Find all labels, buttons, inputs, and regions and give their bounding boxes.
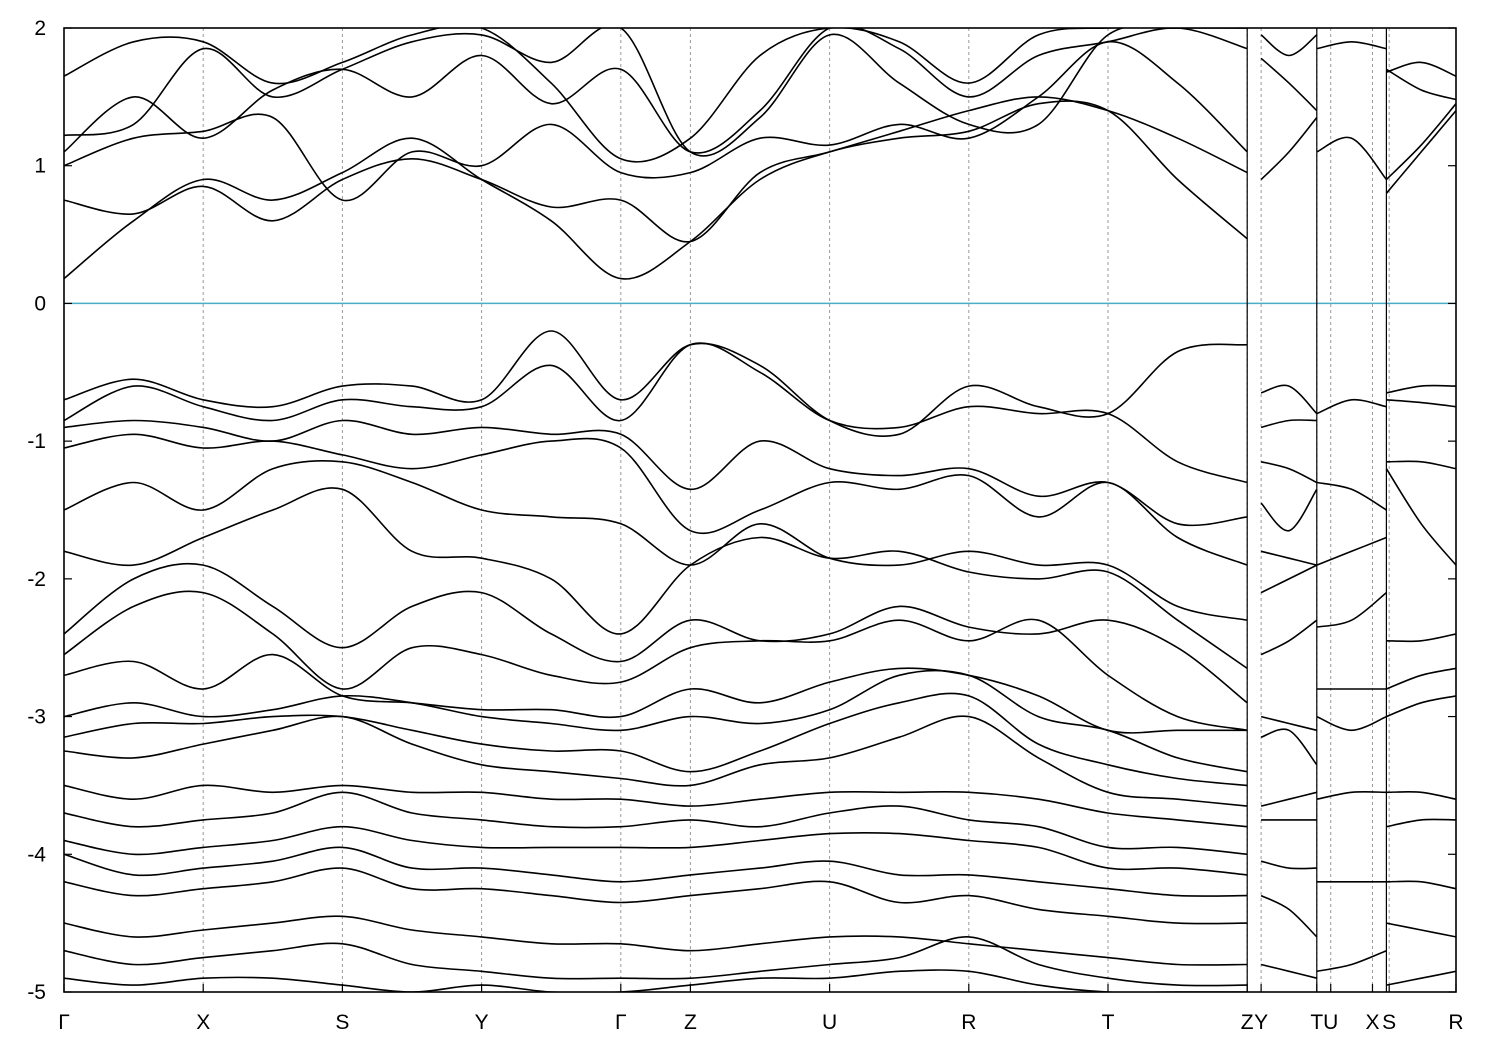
conduction-band-12	[1385, 103, 1456, 181]
x-tick-label: U	[1323, 1011, 1338, 1034]
conduction-band-10	[1316, 41, 1387, 50]
x-tick-label: X	[1365, 1011, 1379, 1034]
conduction-band-3	[64, 28, 1248, 154]
x-tick-label: S	[335, 1011, 349, 1034]
valence-band-53	[1386, 922, 1456, 938]
valence-band-34	[1316, 398, 1387, 415]
y-tick-label: 1	[34, 155, 46, 178]
valence-band-17	[64, 915, 1248, 966]
x-tick-label: Γ	[58, 1011, 70, 1034]
x-tick-label: Z	[684, 1011, 697, 1034]
valence-band-15	[64, 846, 1248, 897]
valence-band-44	[1386, 399, 1456, 408]
y-axis-ticks: -5 -4 -3 -2 -1 0 1 2	[27, 17, 1456, 1004]
valence-band-3	[64, 433, 1248, 566]
valence-band-24	[1260, 550, 1318, 566]
x-tick-label: Γ	[615, 1011, 627, 1034]
valence-band-21	[1260, 419, 1317, 429]
x-tick-label: R	[1448, 1011, 1463, 1034]
plot-frame	[63, 27, 1457, 993]
x-tick-label: S	[1382, 1011, 1396, 1034]
x-tick-label: T	[1310, 1011, 1323, 1034]
valence-band-49	[1386, 695, 1456, 718]
valence-band-31	[1260, 860, 1317, 870]
conduction-band-8	[1260, 34, 1318, 57]
x-tick-label: U	[822, 1011, 837, 1034]
path-discontinuities	[1246, 28, 1388, 992]
valence-band-50	[1386, 791, 1456, 800]
valence-band-18	[64, 936, 1248, 987]
conduction-band-11	[1385, 110, 1456, 194]
valence-band-47	[1386, 633, 1456, 643]
valence-band-35	[1316, 481, 1387, 511]
valence-band-51	[1386, 818, 1456, 828]
valence-band-39	[1316, 715, 1387, 732]
conduction-band-14	[1386, 61, 1456, 77]
valence-band-8	[64, 653, 1248, 734]
valence-band-46	[1385, 468, 1456, 566]
valence-band-36	[1316, 536, 1387, 566]
valence-band-45	[1386, 460, 1456, 470]
valence-band-4	[64, 459, 1248, 621]
conduction-band-13	[1385, 68, 1456, 101]
valence-band-23	[1260, 488, 1318, 532]
x-tick-label: Z	[1241, 1011, 1254, 1034]
valence-band-25	[1260, 564, 1318, 594]
valence-band-1	[64, 342, 1248, 484]
valence-band-12	[64, 784, 1248, 828]
valence-band-2	[64, 419, 1248, 527]
conduction-band-5	[64, 28, 1248, 163]
valence-band-16	[64, 867, 1248, 925]
valence-band-54	[1386, 970, 1456, 986]
conduction-band-6	[1260, 117, 1318, 181]
valence-band-42	[1316, 949, 1387, 973]
conduction-band-1	[64, 96, 1248, 243]
valence-band-22	[1260, 461, 1318, 484]
y-tick-label: 2	[34, 17, 46, 40]
x-tick-label: T	[1102, 1011, 1115, 1034]
x-tick-label: R	[961, 1011, 976, 1034]
grid-lines	[202, 28, 1390, 992]
conduction-band-4	[64, 28, 1248, 157]
y-tick-label: 0	[34, 292, 46, 315]
valence-band-11	[64, 715, 1248, 807]
valence-band-33	[1260, 963, 1317, 979]
x-tick-label: Y	[1254, 1011, 1268, 1034]
y-tick-label: -5	[27, 981, 46, 1004]
conduction-band-0	[64, 100, 1248, 280]
valence-band-13	[64, 791, 1248, 856]
valence-band-0	[64, 330, 1248, 437]
valence-band-32	[1260, 894, 1318, 938]
y-tick-label: -2	[27, 568, 46, 591]
valence-band-37	[1316, 591, 1387, 628]
valence-band-7	[64, 590, 1248, 732]
valence-band-26	[1260, 619, 1318, 656]
band-lines	[64, 28, 1456, 992]
valence-band-10	[64, 692, 1248, 787]
y-tick-label: -4	[27, 843, 46, 866]
valence-band-43	[1386, 384, 1456, 394]
conduction-band-7	[1260, 57, 1318, 112]
valence-band-29	[1260, 791, 1318, 807]
valence-band-14	[64, 825, 1248, 876]
valence-band-28	[1260, 728, 1318, 766]
valence-band-27	[1260, 715, 1317, 732]
y-tick-label: -1	[27, 430, 46, 453]
valence-band-52	[1386, 880, 1456, 890]
x-tick-label: X	[196, 1011, 210, 1034]
valence-band-40	[1316, 791, 1387, 800]
valence-band-19	[64, 969, 1248, 992]
conduction-band-2	[64, 40, 1248, 202]
y-tick-label: -3	[27, 706, 46, 729]
valence-band-5	[64, 487, 1248, 670]
valence-band-20	[1260, 384, 1318, 415]
x-tick-label: Y	[475, 1011, 489, 1034]
valence-band-9	[64, 669, 1248, 773]
valence-band-6	[64, 562, 1248, 704]
valence-band-48	[1386, 667, 1456, 690]
conduction-band-9	[1316, 136, 1388, 181]
